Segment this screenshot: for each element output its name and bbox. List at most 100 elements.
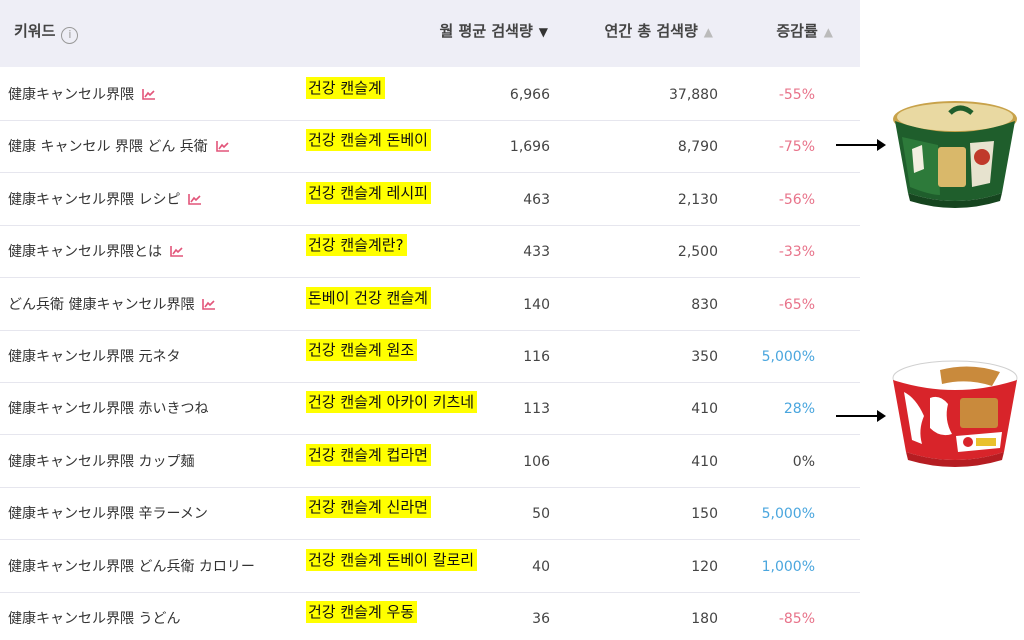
keyword-cell[interactable]: 健康キャンセル界隈 うどん (8, 593, 180, 640)
annual-search-volume: 350 (691, 349, 718, 365)
annual-search-volume: 410 (691, 453, 718, 470)
table-row[interactable]: 健康キャンセル界隈 辛ラーメン 건강 캔슬계 신라면 50 150 5,000% (0, 488, 860, 541)
keyword-cell[interactable]: 健康キャンセル界隈 レシピ (8, 174, 202, 226)
korean-translation-highlight: 건강 캔슬계 레시피 (306, 181, 431, 204)
monthly-search-volume: 50 (532, 506, 550, 523)
keyword-cell[interactable]: 健康キャンセル界隈 カップ麺 (8, 436, 194, 488)
korean-translation-highlight: 건강 캔슬계란? (306, 234, 407, 257)
keyword-text[interactable]: 健康キャンセル界隈 どん兵衛 カロリー (8, 558, 255, 575)
table-row[interactable]: 健康キャンセル界隈 赤いきつね 건강 캔슬계 아카이 키츠네 113 410 28% (0, 383, 860, 436)
keyword-column-header[interactable]: 키워드 i (14, 20, 79, 44)
monthly-search-volume: 140 (523, 296, 550, 313)
table-row[interactable]: 健康キャンセル界隈とは 건강 캔슬계란? 433 2,500 -33% (0, 226, 860, 279)
change-rate: -85% (778, 611, 815, 627)
change-rate: -65% (778, 296, 815, 313)
korean-translation-highlight: 건강 캔슬계 원조 (306, 339, 418, 361)
monthly-search-volume: 36 (532, 611, 550, 627)
change-header-label: 증감률 (776, 22, 818, 40)
trend-chart-icon[interactable] (188, 193, 202, 205)
trend-chart-icon[interactable] (142, 88, 156, 100)
monthly-search-volume: 40 (532, 558, 550, 575)
korean-translation-highlight: 건강 캔슬계 아카이 키츠네 (306, 391, 478, 414)
sort-descending-icon[interactable]: ▼ (538, 25, 548, 39)
table-row[interactable]: 健康キャンセル界隈 どん兵衛 カロリー 건강 캔슬계 돈베이 칼로리 40 120 1,… (0, 541, 860, 593)
annual-search-volume: 120 (691, 558, 718, 575)
monthly-search-volume: 116 (523, 349, 550, 365)
korean-translation-highlight: 돈베이 건강 캔슬계 (306, 286, 431, 309)
monthly-search-volume: 106 (523, 453, 550, 470)
change-rate-column-header[interactable]: 증감률 ▲ (776, 20, 833, 41)
annual-search-volume: 8,790 (677, 139, 718, 156)
korean-translation-highlight: 건강 캔슬계 우동 (306, 601, 418, 623)
change-rate: -75% (778, 139, 815, 156)
trend-chart-icon[interactable] (202, 298, 216, 310)
korean-translation-highlight: 건강 캔슬계 신라면 (306, 496, 431, 519)
arrow-right-icon (836, 410, 886, 422)
trend-chart-icon[interactable] (216, 140, 230, 153)
change-rate: -56% (778, 191, 815, 208)
table-row[interactable]: 健康キャンセル界隈 건강 캔슬계 6,966 37,880 -55% (0, 69, 860, 121)
change-rate: 5,000% (761, 349, 815, 365)
keyword-cell[interactable]: 健康キャンセル界隈 赤いきつね (8, 383, 208, 435)
korean-translation-highlight: 건강 캔슬계 돈베이 (306, 129, 431, 152)
monthly-search-volume: 463 (523, 191, 550, 208)
keyword-cell[interactable]: 健康 キャンセル 界隈 どん 兵衛 (8, 121, 230, 173)
table-row[interactable]: 健康キャンセル界隈 カップ麺 건강 캔슬계 컵라면 106 410 0% (0, 436, 860, 488)
keyword-text[interactable]: 健康キャンセル界隈 元ネタ (8, 349, 181, 365)
annual-search-volume: 2,130 (677, 191, 718, 208)
keyword-text[interactable]: 健康キャンセル界隈とは (8, 244, 162, 261)
keyword-cell[interactable]: 健康キャンセル界隈とは (8, 226, 184, 278)
monthly-search-volume: 433 (523, 244, 550, 261)
table-row[interactable]: 健康キャンセル界隈 うどん 건강 캔슬계 우동 36 180 -85% (0, 593, 860, 640)
donbei-cup-image (893, 101, 1017, 208)
monthly-search-column-header[interactable]: 월 평균 검색량 ▼ (440, 20, 548, 41)
keyword-text[interactable]: 健康キャンセル界隈 (8, 87, 134, 103)
keyword-cell[interactable]: 健康キャンセル界隈 どん兵衛 カロリー (8, 541, 255, 593)
annual-search-volume: 150 (691, 506, 718, 523)
arrow-right-icon (836, 139, 886, 151)
keyword-header-label: 키워드 (14, 22, 56, 40)
keyword-text[interactable]: 健康キャンセル界隈 カップ麺 (8, 453, 195, 470)
korean-translation-highlight: 건강 캔슬계 돈베이 칼로리 (306, 548, 478, 571)
keyword-text[interactable]: どん兵衛 健康キャンセル界隈 (8, 296, 195, 313)
keyword-text[interactable]: 健康キャンセル界隈 赤いきつね (8, 401, 209, 418)
keyword-cell[interactable]: どん兵衛 健康キャンセル界隈 (8, 279, 216, 331)
keyword-text[interactable]: 健康 キャンセル 界隈 どん 兵衛 (8, 139, 208, 156)
keyword-text[interactable]: 健康キャンセル界隈 レシピ (8, 191, 181, 208)
annual-search-column-header[interactable]: 연간 총 검색량 ▲ (605, 20, 713, 41)
korean-translation-highlight: 건강 캔슬계 컵라면 (306, 443, 431, 466)
keyword-text[interactable]: 健康キャンセル界隈 辛ラーメン (8, 506, 208, 523)
info-icon[interactable]: i (61, 27, 79, 44)
annual-search-volume: 830 (691, 296, 718, 313)
change-rate: -33% (778, 244, 815, 261)
keyword-text[interactable]: 健康キャンセル界隈 うどん (8, 611, 181, 627)
change-rate: 1,000% (761, 558, 815, 575)
keyword-cell[interactable]: 健康キャンセル界隈 元ネタ (8, 331, 180, 383)
change-rate: 28% (783, 401, 815, 418)
table-header: 키워드 i 월 평균 검색량 ▼ 연간 총 검색량 ▲ 증감률 ▲ (0, 0, 860, 67)
monthly-search-volume: 6,966 (509, 87, 550, 103)
annual-search-volume: 180 (691, 611, 718, 627)
annual-search-volume: 37,880 (669, 87, 718, 103)
korean-translation-highlight: 건강 캔슬계 (306, 77, 385, 99)
keyword-cell[interactable]: 健康キャンセル界隈 辛ラーメン (8, 488, 208, 540)
sort-ascending-icon[interactable]: ▲ (703, 25, 713, 39)
change-rate: -55% (778, 87, 815, 103)
keyword-table: 키워드 i 월 평균 검색량 ▼ 연간 총 검색량 ▲ 증감률 ▲ 健康キャンセル界隈 건… (0, 0, 860, 640)
annual-search-volume: 2,500 (677, 244, 718, 261)
monthly-search-volume: 113 (523, 401, 550, 418)
akai-kitsune-cup-image (892, 360, 1018, 467)
table-row[interactable]: どん兵衛 健康キャンセル界隈 돈베이 건강 캔슬계 140 830 -65% (0, 279, 860, 331)
sort-ascending-icon[interactable]: ▲ (823, 25, 833, 39)
monthly-header-label: 월 평균 검색량 (439, 22, 533, 40)
table-row[interactable]: 健康キャンセル界隈 元ネタ 건강 캔슬계 원조 116 350 5,000% (0, 331, 860, 383)
table-row[interactable]: 健康キャンセル界隈 レシピ 건강 캔슬계 레시피 463 2,130 -56% (0, 174, 860, 226)
trend-chart-icon[interactable] (170, 245, 184, 257)
keyword-cell[interactable]: 健康キャンセル界隈 (8, 69, 156, 121)
table-row[interactable]: 健康 キャンセル 界隈 どん 兵衛 건강 캔슬계 돈베이 1,696 8,790 -75… (0, 121, 860, 174)
change-rate: 0% (792, 453, 815, 470)
monthly-search-volume: 1,696 (509, 139, 550, 156)
change-rate: 5,000% (761, 506, 815, 523)
annual-search-volume: 410 (691, 401, 718, 418)
annual-header-label: 연간 총 검색량 (604, 22, 698, 40)
